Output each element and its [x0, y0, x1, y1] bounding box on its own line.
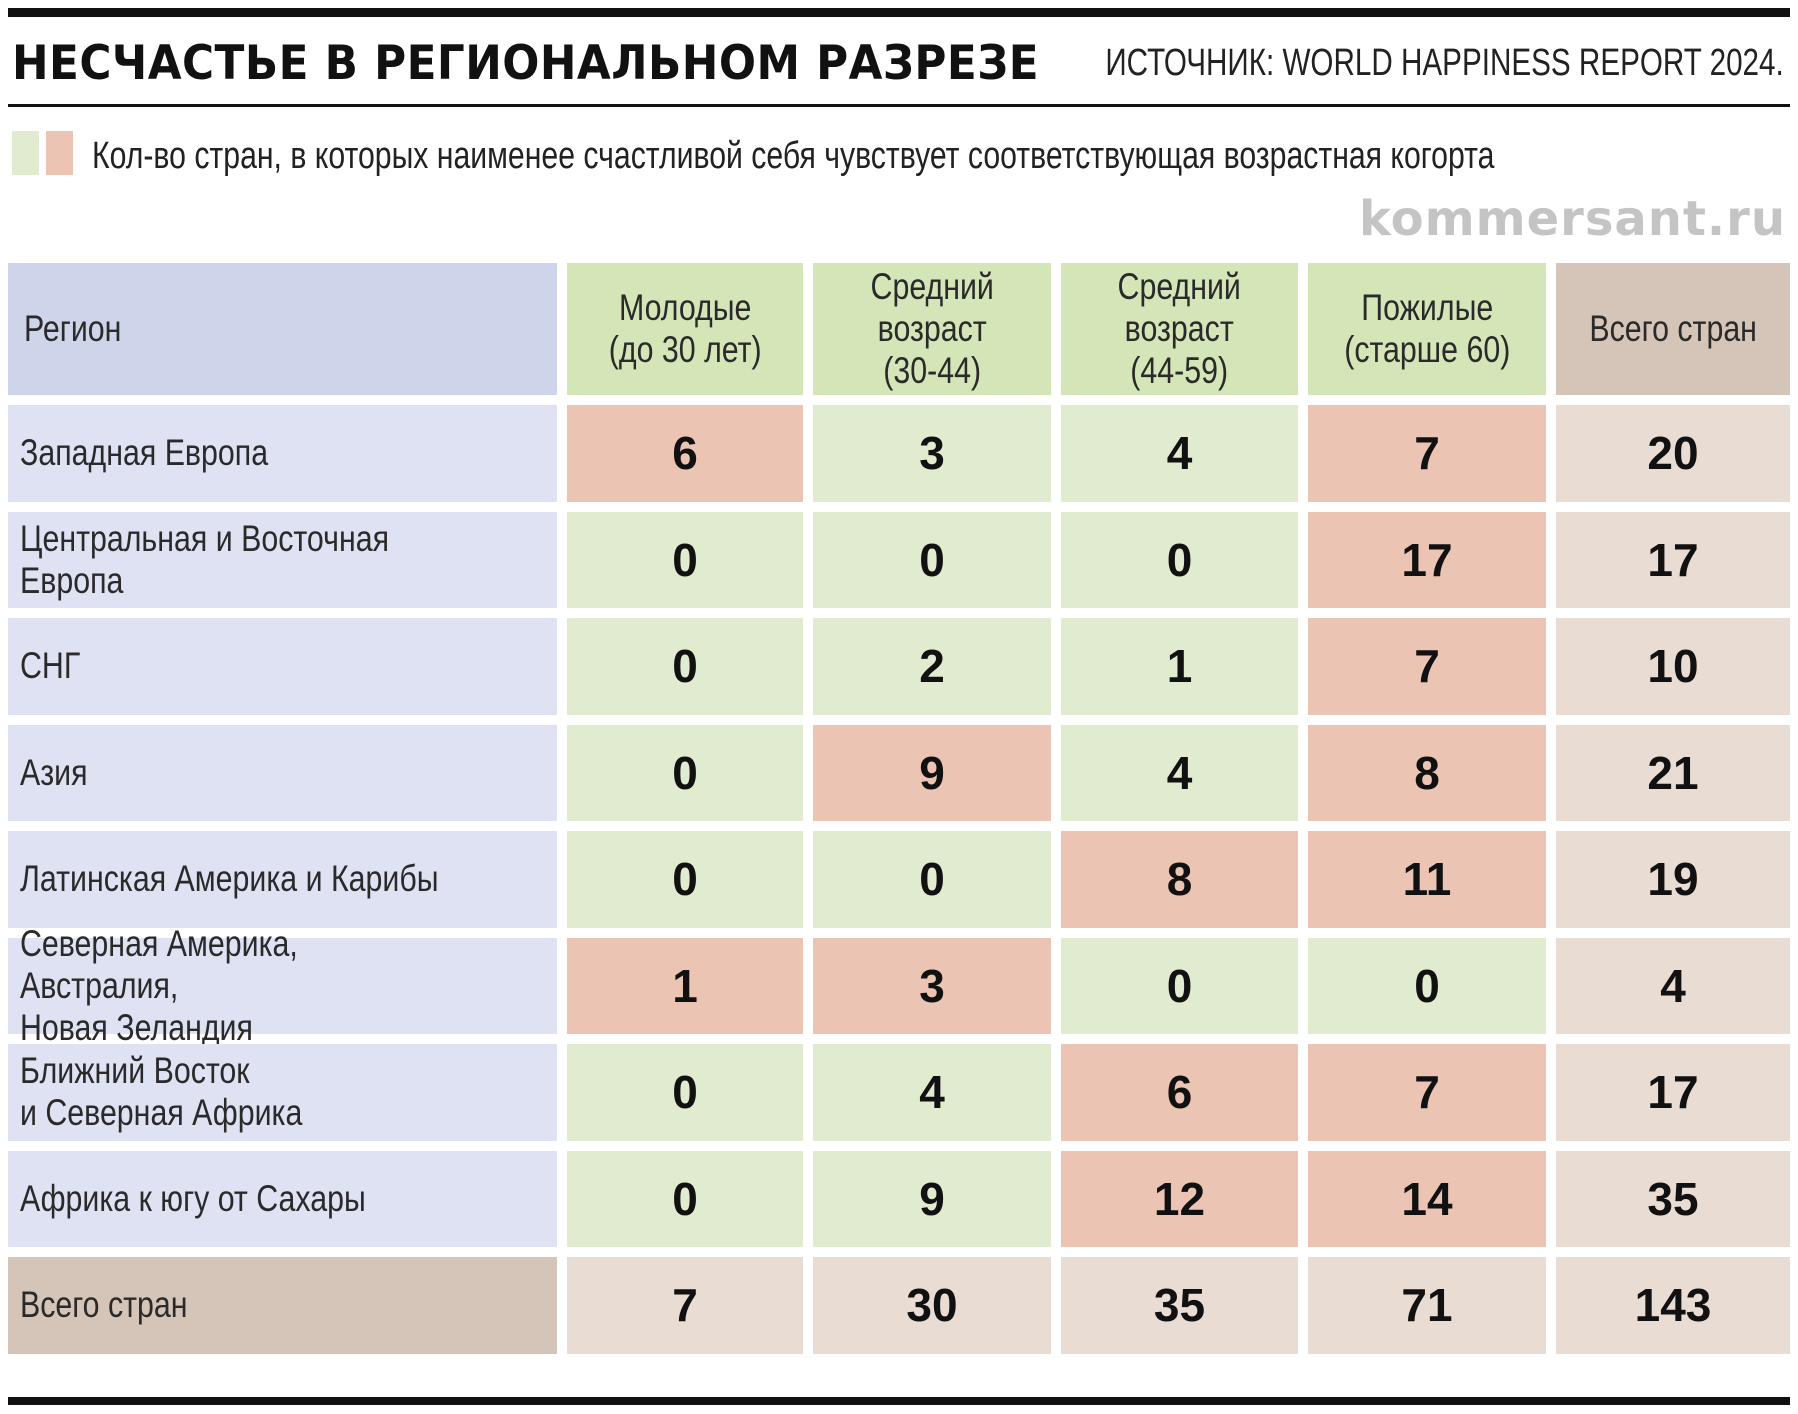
value-cell-middle-44-59: 35 [1061, 1257, 1298, 1354]
column-header-middle-30-44: Средний возраст (30-44) [813, 263, 1051, 395]
value-cell-elderly: 71 [1308, 1257, 1546, 1354]
row-region: Северная Америка, Австралия, Новая Зелан… [8, 923, 557, 1048]
source-note: ИСТОЧНИК: WORLD HAPPINESS REPORT 2024. [1105, 42, 1784, 84]
row-region: Африка к югу от Сахары [8, 1150, 557, 1247]
value-cell-elderly: 8 [1308, 724, 1546, 821]
column-header-young: Молодые (до 30 лет) [567, 263, 803, 395]
value-cell-elderly: 7 [1308, 405, 1546, 502]
value-cell-elderly: 14 [1308, 1150, 1546, 1247]
watermark: kommersant.ru [1358, 191, 1786, 247]
column-header-total: Всего стран [1556, 263, 1790, 395]
value-cell-middle-44-59: 8 [1061, 831, 1298, 928]
column-header-label: Средний возраст (30-44) [870, 266, 994, 391]
header-rule [8, 104, 1790, 107]
row-region: Латинская Америка и Карибы [8, 831, 557, 928]
value-cell-middle-30-44: 9 [813, 1150, 1051, 1247]
region-label: Центральная и Восточная Европа [20, 517, 389, 601]
column-header-middle-44-59: Средний возраст (44-59) [1061, 263, 1298, 395]
column-header-elderly: Пожилые (старше 60) [1308, 263, 1546, 395]
value-cell-elderly: 11 [1308, 831, 1546, 928]
value-cell-young: 6 [567, 405, 803, 502]
value-cell-young: 0 [567, 511, 803, 608]
value-cell-young: 0 [567, 724, 803, 821]
column-header-region: Регион [8, 263, 557, 395]
value-cell-elderly: 7 [1308, 618, 1546, 715]
value-cell-young: 0 [567, 1150, 803, 1247]
column-header-label: Регион [24, 308, 122, 349]
bottom-rule [8, 1397, 1790, 1405]
column-header-label: Пожилые (старше 60) [1343, 287, 1511, 370]
value-cell-total: 19 [1556, 831, 1790, 928]
value-cell-middle-44-59: 4 [1061, 724, 1298, 821]
value-cell-middle-44-59: 0 [1061, 511, 1298, 608]
chart-title: НЕСЧАСТЬЕ В РЕГИОНАЛЬНОМ РАЗРЕЗЕ [12, 36, 1040, 91]
value-cell-total: 21 [1556, 724, 1790, 821]
value-cell-young: 7 [567, 1257, 803, 1354]
region-label: Африка к югу от Сахары [20, 1177, 366, 1219]
value-cell-middle-30-44: 0 [813, 511, 1051, 608]
value-cell-middle-44-59: 6 [1061, 1044, 1298, 1141]
value-cell-total: 20 [1556, 405, 1790, 502]
row-region: СНГ [8, 618, 557, 715]
row-region: Центральная и Восточная Европа [8, 511, 557, 608]
value-cell-middle-30-44: 2 [813, 618, 1051, 715]
value-cell-middle-30-44: 0 [813, 831, 1051, 928]
value-cell-elderly: 17 [1308, 511, 1546, 608]
value-cell-young: 0 [567, 618, 803, 715]
region-label: Западная Европа [20, 432, 269, 474]
row-region: Западная Европа [8, 405, 557, 502]
value-cell-young: 1 [567, 937, 803, 1034]
value-cell-middle-44-59: 1 [1061, 618, 1298, 715]
region-label: Азия [20, 751, 88, 793]
column-header-label: Средний возраст (44-59) [1117, 266, 1242, 391]
column-header-label: Молодые (до 30 лет) [608, 287, 762, 370]
totals-row-label: Всего стран [8, 1257, 557, 1354]
legend-text: Кол-во стран, в которых наименее счастли… [92, 135, 1495, 177]
value-cell-elderly: 0 [1308, 937, 1546, 1034]
region-label: Северная Америка, Австралия, Новая Зелан… [20, 922, 298, 1048]
value-cell-middle-30-44: 4 [813, 1044, 1051, 1141]
value-cell-young: 0 [567, 1044, 803, 1141]
top-rule [8, 8, 1790, 17]
region-label: Всего стран [20, 1284, 188, 1326]
value-cell-total: 143 [1556, 1257, 1790, 1354]
region-label: Ближний Восток и Северная Африка [20, 1050, 303, 1134]
row-region: Азия [8, 724, 557, 821]
value-cell-total: 35 [1556, 1150, 1790, 1247]
value-cell-middle-44-59: 4 [1061, 405, 1298, 502]
value-cell-middle-30-44: 3 [813, 405, 1051, 502]
value-cell-middle-30-44: 30 [813, 1257, 1051, 1354]
region-label: СНГ [20, 645, 81, 687]
value-cell-total: 17 [1556, 511, 1790, 608]
value-cell-middle-44-59: 0 [1061, 937, 1298, 1034]
region-label: Латинская Америка и Карибы [20, 858, 439, 900]
value-cell-middle-44-59: 12 [1061, 1150, 1298, 1247]
value-cell-young: 0 [567, 831, 803, 928]
value-cell-middle-30-44: 9 [813, 724, 1051, 821]
value-cell-elderly: 7 [1308, 1044, 1546, 1141]
legend-swatch-pink [46, 131, 73, 175]
value-cell-total: 10 [1556, 618, 1790, 715]
column-header-label: Всего стран [1589, 308, 1757, 349]
value-cell-middle-30-44: 3 [813, 937, 1051, 1034]
value-cell-total: 17 [1556, 1044, 1790, 1141]
row-region: Ближний Восток и Северная Африка [8, 1044, 557, 1141]
legend-swatch-green [12, 131, 39, 175]
value-cell-total: 4 [1556, 937, 1790, 1034]
